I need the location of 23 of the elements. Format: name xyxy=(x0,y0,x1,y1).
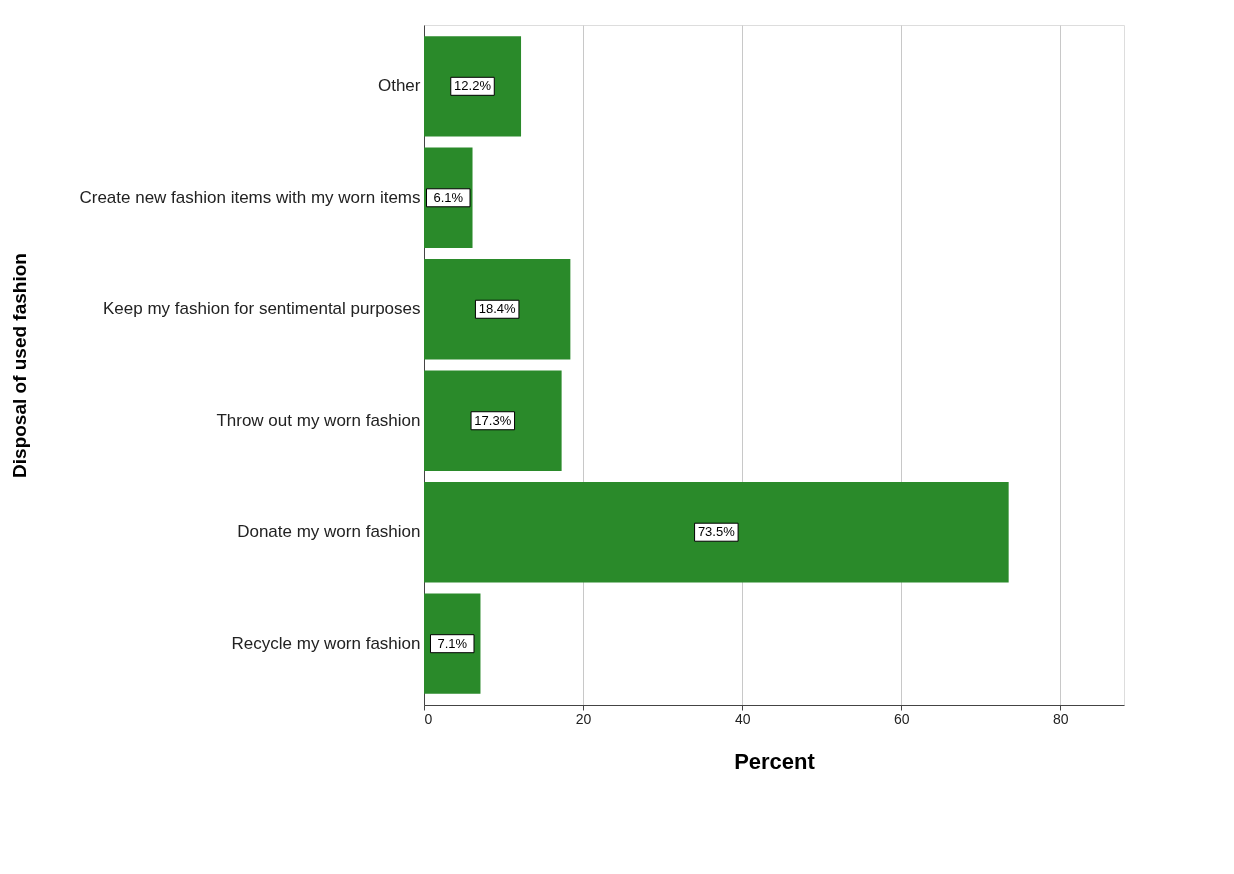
data-label: 18.4% xyxy=(478,301,517,317)
y-tick-label: Recycle my worn fashion xyxy=(231,633,421,653)
y-tick-label: Other xyxy=(377,76,421,96)
y-axis-title: Disposal of used fashion xyxy=(8,253,30,478)
x-tick-label: 0 xyxy=(424,710,433,727)
y-tick-label: Create new fashion items with my worn items xyxy=(79,187,421,207)
bar xyxy=(424,370,562,471)
y-tick-label: Donate my worn fashion xyxy=(237,522,421,542)
y-tick-label: Keep my fashion for sentimental purposes xyxy=(102,299,421,319)
x-tick-label: 40 xyxy=(734,710,751,727)
data-label: 17.3% xyxy=(474,412,512,428)
y-tick-label: Throw out my worn fashion xyxy=(216,410,421,430)
data-label: 6.1% xyxy=(433,189,464,205)
x-axis-title: Percent xyxy=(734,748,816,774)
bar xyxy=(424,259,571,360)
x-tick-label: 20 xyxy=(575,710,592,727)
bar xyxy=(424,482,1009,583)
x-tick-label: 80 xyxy=(1053,710,1069,727)
x-tick-label: 60 xyxy=(893,710,910,727)
data-label: 12.2% xyxy=(454,78,492,94)
data-label: 7.1% xyxy=(437,635,468,651)
bar xyxy=(424,36,522,137)
data-label: 73.5% xyxy=(697,524,736,540)
